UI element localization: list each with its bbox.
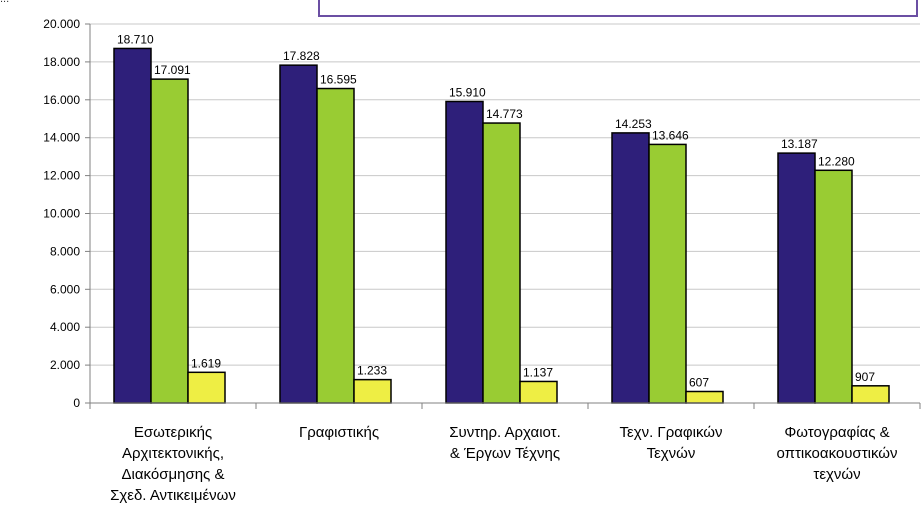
legend-frame — [318, 0, 918, 17]
y-tick-label: 0 — [73, 396, 80, 410]
y-tick-label: 6.000 — [50, 282, 80, 296]
bar — [150, 78, 189, 404]
bar — [187, 371, 226, 404]
y-tick-label: 12.000 — [43, 169, 80, 183]
bar — [519, 380, 558, 404]
bar — [482, 122, 521, 404]
bar — [316, 87, 355, 404]
x-tick-label: Συντηρ. Αρχαιοτ. & Έργων Τέχνης — [449, 424, 561, 462]
bar — [777, 152, 816, 404]
data-label: 15.910 — [449, 86, 486, 100]
x-tick-label: Φωτογραφίας & οπτικοακουστικών τεχνών — [777, 424, 898, 483]
data-label: 907 — [855, 370, 875, 384]
y-tick-label: 20.000 — [43, 17, 80, 31]
y-tick-label: 8.000 — [50, 244, 80, 258]
bar — [611, 132, 650, 404]
y-axis: 0 2.000 4.000 6.000 8.000 10.000 12.000 14.000 1… — [43, 17, 91, 410]
data-label: 1.233 — [357, 364, 387, 378]
data-label: 1.619 — [191, 356, 221, 370]
corner-label: ... — [0, 0, 9, 5]
x-tick-label: Γραφιστικής — [299, 424, 379, 441]
data-label: 607 — [689, 375, 709, 389]
bar — [685, 390, 724, 404]
data-label: 14.773 — [486, 107, 523, 121]
x-tick-label: Τεχν. Γραφικών Τεχνών — [620, 424, 723, 462]
bar — [279, 64, 318, 404]
bar — [445, 100, 484, 404]
x-tick-label: Εσωτερικής Αρχιτεκτονικής, Διακόσμησης & Σχ… — [110, 424, 236, 504]
y-tick-label: 10.000 — [43, 207, 80, 221]
data-label: 12.280 — [818, 154, 855, 168]
y-tick-label: 14.000 — [43, 131, 80, 145]
data-label: 17.828 — [283, 49, 320, 63]
bar — [113, 47, 152, 404]
data-label: 16.595 — [320, 73, 357, 87]
y-tick-label: 4.000 — [50, 320, 80, 334]
y-tick-label: 18.000 — [43, 55, 80, 69]
bar — [353, 378, 392, 404]
y-tick-label: 16.000 — [43, 93, 80, 107]
data-label: 17.091 — [154, 63, 191, 77]
data-label: 14.253 — [615, 117, 652, 131]
data-label: 18.710 — [117, 32, 154, 46]
data-label: 13.646 — [652, 128, 689, 142]
bar — [648, 143, 687, 404]
data-label: 1.137 — [523, 365, 553, 379]
bar — [814, 169, 853, 404]
y-tick-label: 2.000 — [50, 358, 80, 372]
data-label: 13.187 — [781, 137, 818, 151]
x-axis: Εσωτερικής Αρχιτεκτονικής, Διακόσμησης & Σχ… — [89, 402, 921, 504]
bar — [851, 385, 890, 404]
